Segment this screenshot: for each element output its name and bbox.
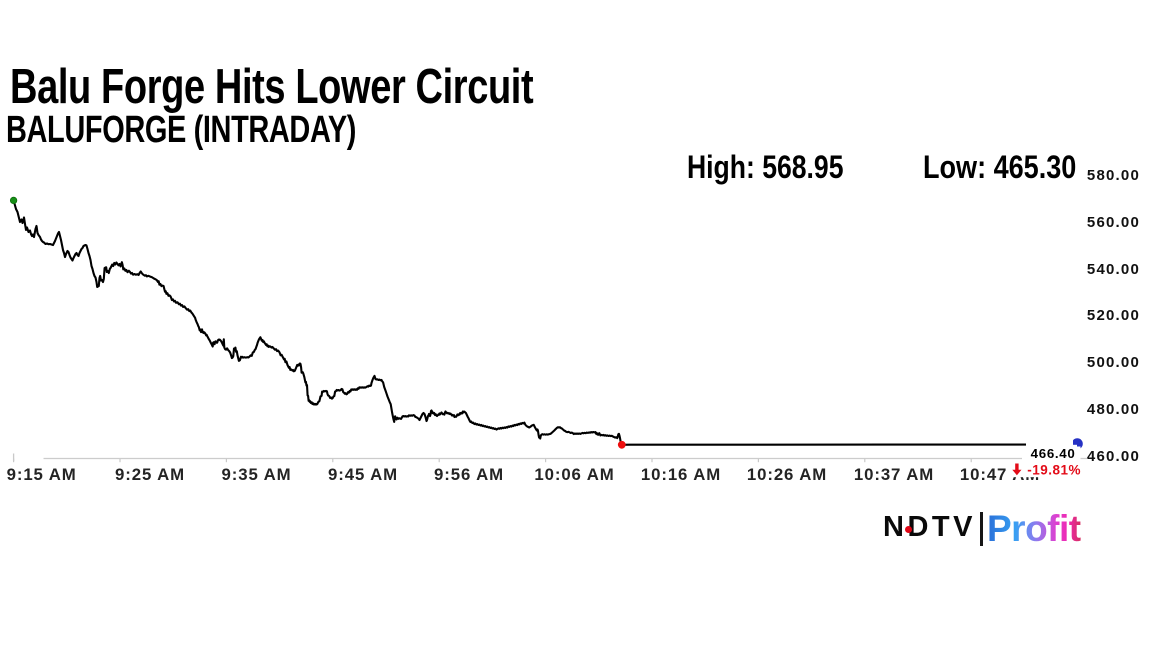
svg-text:-19.81%: -19.81%: [1027, 463, 1081, 478]
svg-text:466.40: 466.40: [1031, 446, 1076, 461]
